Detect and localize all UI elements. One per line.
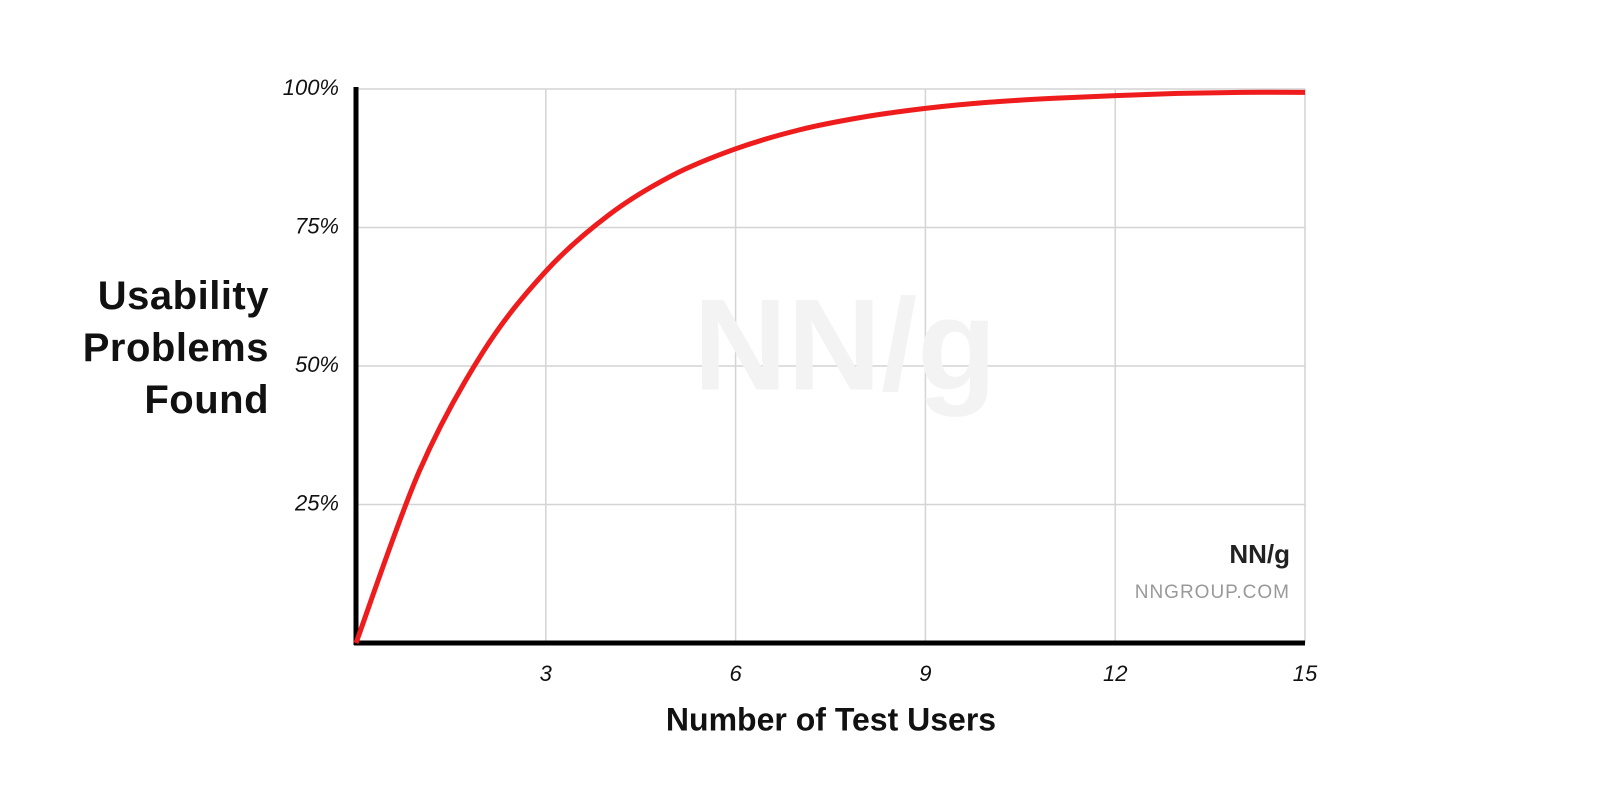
x-tick-label: 9: [919, 661, 931, 686]
y-tick-label: 100%: [283, 75, 339, 100]
x-tick-label: 6: [729, 661, 742, 686]
x-tick-label: 12: [1103, 661, 1127, 686]
y-tick-label: 25%: [294, 490, 339, 515]
watermark: NN/g: [693, 271, 996, 417]
x-tick-label: 15: [1293, 661, 1318, 686]
y-tick-label: 50%: [295, 352, 339, 377]
data-line: [353, 89, 1306, 644]
logo-mark: NN/g: [1229, 539, 1290, 569]
x-tick-label: 3: [540, 661, 553, 686]
y-tick-label: 75%: [295, 213, 339, 238]
x-axis-title: Number of Test Users: [666, 701, 996, 737]
logo-site: NNGROUP.COM: [1135, 582, 1290, 603]
y-axis-title: Usability Problems Found: [82, 274, 269, 422]
